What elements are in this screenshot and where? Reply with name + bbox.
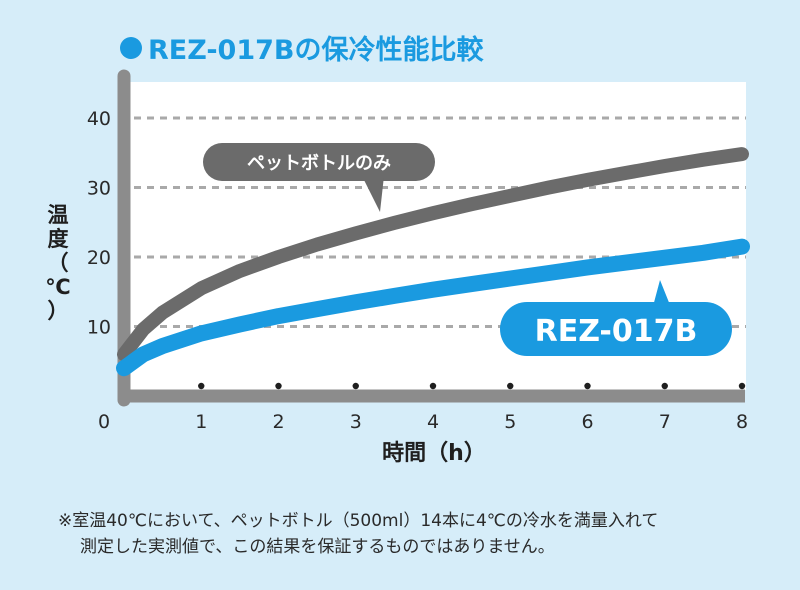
series-lines xyxy=(116,147,750,377)
series-callouts: ペットボトルのみ REZ-017B xyxy=(203,143,732,356)
line-chart: 0 1 2 3 4 5 6 7 8 10 20 30 40 ペットボトルのみ REZ-017B 時間（h）… xyxy=(45,69,750,466)
x-tick-dot-7 xyxy=(661,382,668,390)
chart-title-text: REZ-017Bの保冷性能比較 xyxy=(148,35,484,66)
callout-label-1: ペットボトルのみ xyxy=(247,153,391,174)
x-tick-label-7: 7 xyxy=(659,411,671,433)
x-axis-label: 時間（h） xyxy=(382,441,486,466)
x-tick-label-3: 3 xyxy=(350,411,362,433)
footnote-line-1: ※室温40℃において、ペットボトル（500ml）14本に4℃の冷水を満量入れて xyxy=(58,511,659,531)
footnote: ※室温40℃において、ペットボトル（500ml）14本に4℃の冷水を満量入れて … xyxy=(58,508,658,560)
series-line-2 xyxy=(116,238,750,377)
chart-title: REZ-017Bの保冷性能比較 xyxy=(120,28,483,67)
x-tick-label-6: 6 xyxy=(581,411,593,433)
axis-labels: 時間（h） 温度（℃） xyxy=(45,203,486,466)
x-tick-dot-8 xyxy=(738,382,746,390)
y-tick-label-10: 10 xyxy=(87,317,111,339)
x-tick-label-0: 0 xyxy=(98,411,110,433)
callout-pointer-1 xyxy=(362,176,384,212)
tick-labels: 0 1 2 3 4 5 6 7 8 10 20 30 40 xyxy=(87,108,748,433)
x-tick-dot-6 xyxy=(584,382,591,390)
x-tick-dot-2 xyxy=(275,382,282,390)
y-tick-label-40: 40 xyxy=(87,108,111,130)
y-tick-label-30: 30 xyxy=(87,178,111,200)
x-tick-label-5: 5 xyxy=(504,411,516,433)
callout-bubble-1 xyxy=(203,143,435,181)
callout-bubble-2 xyxy=(500,302,732,356)
x-tick-label-2: 2 xyxy=(272,411,284,433)
x-tick-label-1: 1 xyxy=(195,411,207,433)
x-tick-dot-1 xyxy=(198,382,205,390)
y-axis-label: 温度（℃） xyxy=(45,203,70,323)
x-tick-dot-5 xyxy=(507,382,514,390)
callout-label-2: REZ-017B xyxy=(535,314,698,349)
x-tick-dot-4 xyxy=(429,382,437,390)
y-tick-label-20: 20 xyxy=(87,247,111,269)
bullet-dot-icon xyxy=(120,36,142,59)
footnote-line-2: 測定した実測値で、この結果を保証するものではありません。 xyxy=(80,537,555,557)
series-line-1 xyxy=(117,147,749,362)
x-tick-dot-3 xyxy=(352,382,359,390)
x-tick-label-4: 4 xyxy=(427,411,439,433)
x-tick-label-8: 8 xyxy=(736,411,748,433)
